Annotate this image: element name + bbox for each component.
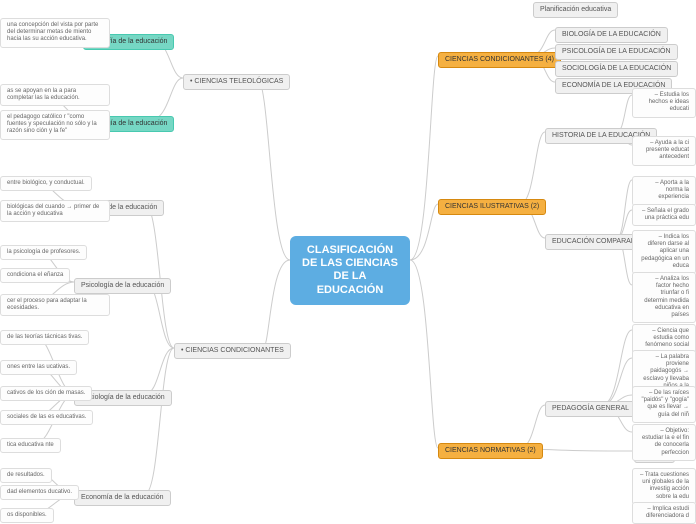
note-17: – Ayuda a la ci presente educat antecede… bbox=[632, 136, 696, 166]
note-4: biológicas del cuando → primer de la acc… bbox=[0, 200, 110, 222]
node-bio-ed[interactable]: BIOLOGÍA DE LA EDUCACIÓN bbox=[555, 27, 668, 43]
note-21: – Analiza los factor hecho triunfar o fi… bbox=[632, 272, 696, 323]
note-6: condiciona el eñanza bbox=[0, 268, 70, 283]
node-psiL[interactable]: Psicología de la educación bbox=[74, 278, 171, 294]
note-2: el pedagogo católico r "como fuentes y s… bbox=[0, 110, 110, 140]
root-node[interactable]: CLASIFICACIÓN DE LAS CIENCIAS DE LA EDUC… bbox=[290, 236, 410, 305]
note-26: – Trata cuestiones uni globales de la in… bbox=[632, 468, 696, 505]
note-12: tica educativa nte bbox=[0, 438, 61, 453]
note-18: – Aporta a la norma la experiencia bbox=[632, 176, 696, 206]
node-soc-ed[interactable]: SOCIOLOGÍA DE LA EDUCACIÓN bbox=[555, 61, 678, 77]
note-7: cer el proceso para adaptar la ecesidade… bbox=[0, 294, 110, 316]
note-16: – Estudia los hechos e ideas educati bbox=[632, 88, 696, 118]
node-condL[interactable]: • CIENCIAS CONDICIONANTES bbox=[174, 343, 291, 359]
note-20: – Indica los diferen darse al aplicar un… bbox=[632, 230, 696, 274]
note-0: una concepción del vista por parte del d… bbox=[0, 18, 110, 48]
note-3: entre biológico, y conductual. bbox=[0, 176, 92, 191]
note-19: – Señala el grado una práctica edu bbox=[632, 204, 696, 226]
node-norm[interactable]: CIENCIAS NORMATIVAS (2) bbox=[438, 443, 543, 459]
note-25: – Objetivo: estudiar la e el fin de cono… bbox=[632, 424, 696, 461]
note-8: de las teorías tácnicas tivas. bbox=[0, 330, 89, 345]
node-ecoL[interactable]: Economía de la educación bbox=[74, 490, 171, 506]
note-1: as se apoyan en la a para completar las … bbox=[0, 84, 110, 106]
note-15: os disponibles. bbox=[0, 508, 54, 523]
note-11: sociales de las es educativas. bbox=[0, 410, 93, 425]
node-psi-ed[interactable]: PSICOLOGÍA DE LA EDUCACIÓN bbox=[555, 44, 678, 60]
note-5: la psicología de profesores. bbox=[0, 245, 87, 260]
node-cond4[interactable]: CIENCIAS CONDICIONANTES (4) bbox=[438, 52, 561, 68]
note-10: cativos de los ción de masas. bbox=[0, 386, 92, 401]
node-pedag[interactable]: PEDAGOGÍA GENERAL bbox=[545, 401, 636, 417]
note-9: ones entre las ucativas. bbox=[0, 360, 77, 375]
note-14: dad elementos ducativo. bbox=[0, 485, 79, 500]
note-13: de resultados. bbox=[0, 468, 52, 483]
node-ilust[interactable]: CIENCIAS ILUSTRATIVAS (2) bbox=[438, 199, 546, 215]
node-teleo[interactable]: • CIENCIAS TELEOLÓGICAS bbox=[183, 74, 290, 90]
node-planif[interactable]: Planificación educativa bbox=[533, 2, 618, 18]
note-27: – Implica estudi diferenciadora d bbox=[632, 502, 696, 524]
note-24: – De las raíces "paidós" y "gogía" que e… bbox=[632, 386, 696, 423]
